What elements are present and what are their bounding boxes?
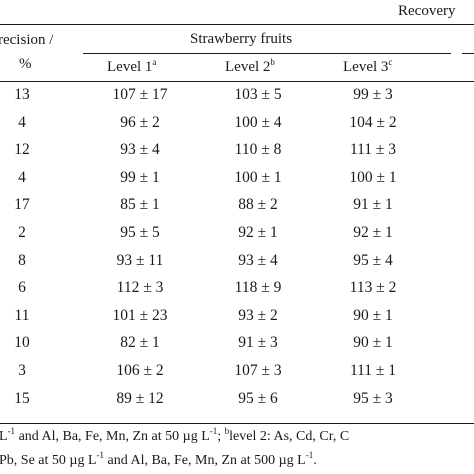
recovery-cell-l1: 95 ± 5 [120,224,160,241]
level1-header: Level 1a [107,57,157,75]
group-rule-right [462,53,474,54]
precision-cell: 6 [18,279,26,297]
recovery-cell-l1: 101 ± 23 [112,306,168,324]
recovery-cell-l1: 82 ± 1 [120,334,160,352]
recovery-cell-l2: 118 ± 9 [234,279,282,297]
recovery-cell-l3: 99 ± 3 [353,86,393,103]
precision-cell: 2 [18,224,26,241]
recovery-cell-l3: 95 ± 3 [353,389,393,407]
recovery-cell-l2: 93 ± 2 [238,306,278,324]
level3-header: Level 3c [343,57,393,75]
precision-cell: 15 [14,389,30,407]
precision-cell: 12 [14,141,30,159]
bottom-rule [0,423,474,424]
recovery-cell-l3: 100 ± 1 [349,168,397,186]
recovery-cell-l1: 93 ± 11 [116,251,164,269]
recovery-cell-l3: 113 ± 2 [349,279,397,297]
precision-header-line2: % [19,56,32,72]
recovery-cell-l1: 99 ± 1 [120,168,160,186]
recovery-cell-l3: 91 ± 1 [353,196,393,214]
level2-header: Level 2b [225,57,275,75]
recovery-cell-l2: 93 ± 4 [238,251,278,269]
recovery-cell-l3: 104 ± 2 [349,113,397,131]
precision-cell: 4 [18,168,26,186]
recovery-cell-l3: 92 ± 1 [353,224,393,241]
precision-cell: 13 [14,86,30,103]
recovery-cell-l2: 110 ± 8 [234,141,282,159]
recovery-cell-l2: 103 ± 5 [234,86,282,103]
recovery-cell-l3: 90 ± 1 [353,306,393,324]
recovery-cell-l1: 96 ± 2 [120,113,160,131]
recovery-cell-l1: 106 ± 2 [116,362,164,379]
recovery-cell-l3: 95 ± 4 [353,251,393,269]
precision-cell: 10 [14,334,30,352]
recovery-cell-l2: 91 ± 3 [238,334,278,352]
recovery-cell-l1: 107 ± 17 [112,86,168,103]
precision-header-line1: recision / [0,32,54,48]
recovery-cell-l2: 100 ± 4 [234,113,282,131]
recovery-cell-l1: 93 ± 4 [120,141,160,159]
group-rule [83,53,451,54]
recovery-header: Recovery [398,3,456,19]
recovery-cell-l3: 90 ± 1 [353,334,393,352]
precision-cell: 17 [14,196,30,214]
top-rule [0,24,474,25]
precision-cell: 8 [18,251,26,269]
footnote-line1: L-1 and Al, Ba, Fe, Mn, Zn at 50 µg L-1;… [0,426,350,444]
recovery-cell-l1: 85 ± 1 [120,196,160,214]
recovery-cell-l1: 89 ± 12 [116,389,164,407]
recovery-cell-l2: 107 ± 3 [234,362,282,379]
recovery-cell-l2: 95 ± 6 [238,389,278,407]
precision-cell: 11 [14,306,30,324]
precision-cell: 3 [18,362,26,379]
recovery-cell-l3: 111 ± 3 [349,141,397,159]
group-header-strawberry: Strawberry fruits [190,31,293,47]
header-rule [0,81,474,82]
precision-cell: 4 [18,113,26,131]
recovery-cell-l3: 111 ± 1 [349,362,397,379]
recovery-cell-l2: 88 ± 2 [238,196,278,214]
recovery-cell-l2: 100 ± 1 [234,168,282,186]
recovery-cell-l1: 112 ± 3 [116,279,164,297]
recovery-cell-l2: 92 ± 1 [238,224,278,241]
footnote-line2: Pb, Se at 50 µg L-1 and Al, Ba, Fe, Mn, … [0,450,317,468]
